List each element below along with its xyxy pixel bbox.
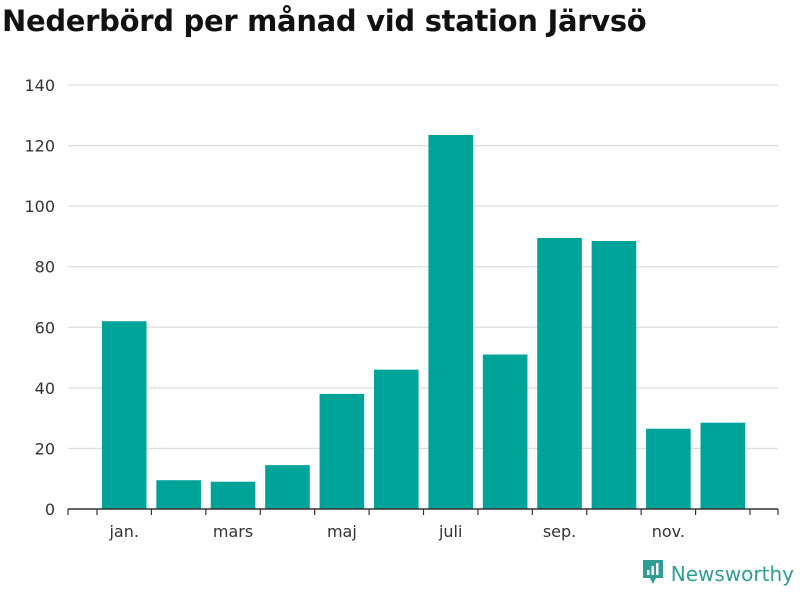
bar-okt [591,240,637,509]
x-tick-label: jan. [108,522,138,541]
x-axis-ticks: jan. mars maj juli sep. nov. [67,509,779,541]
y-tick-label: 0 [45,500,55,519]
y-tick-label: 140 [24,76,55,95]
brand-name: Newsworthy [670,562,794,586]
x-tick-label: mars [213,522,253,541]
newsworthy-chart-icon [641,558,665,590]
y-tick-label: 20 [35,439,55,458]
y-tick-label: 120 [24,137,55,156]
x-tick-label: nov. [652,522,685,541]
x-tick-label: maj [327,522,357,541]
bar-maj [319,393,365,509]
y-tick-label: 60 [35,318,55,337]
bar-sep [537,237,582,509]
bar-jan [101,321,147,509]
x-tick-label: sep. [543,522,576,541]
y-axis-ticks: 0 20 40 60 80 100 120 140 [24,76,55,519]
bars [101,134,746,509]
y-tick-label: 100 [24,197,55,216]
x-tick-label: juli [438,522,462,541]
bar-aug [482,354,528,509]
bar-juli [428,134,474,509]
bar-dec [700,422,746,509]
gridlines [68,84,778,450]
bar-nov [646,428,691,509]
y-tick-label: 40 [35,379,55,398]
bar-feb [156,480,201,509]
bar-juni [373,369,419,509]
bar-april [265,465,310,509]
chart-title: Nederbörd per månad vid station Järvsö [2,4,647,38]
newsworthy-brand: Newsworthy [641,558,794,590]
bar-mars [210,481,256,509]
y-tick-label: 80 [35,258,55,277]
